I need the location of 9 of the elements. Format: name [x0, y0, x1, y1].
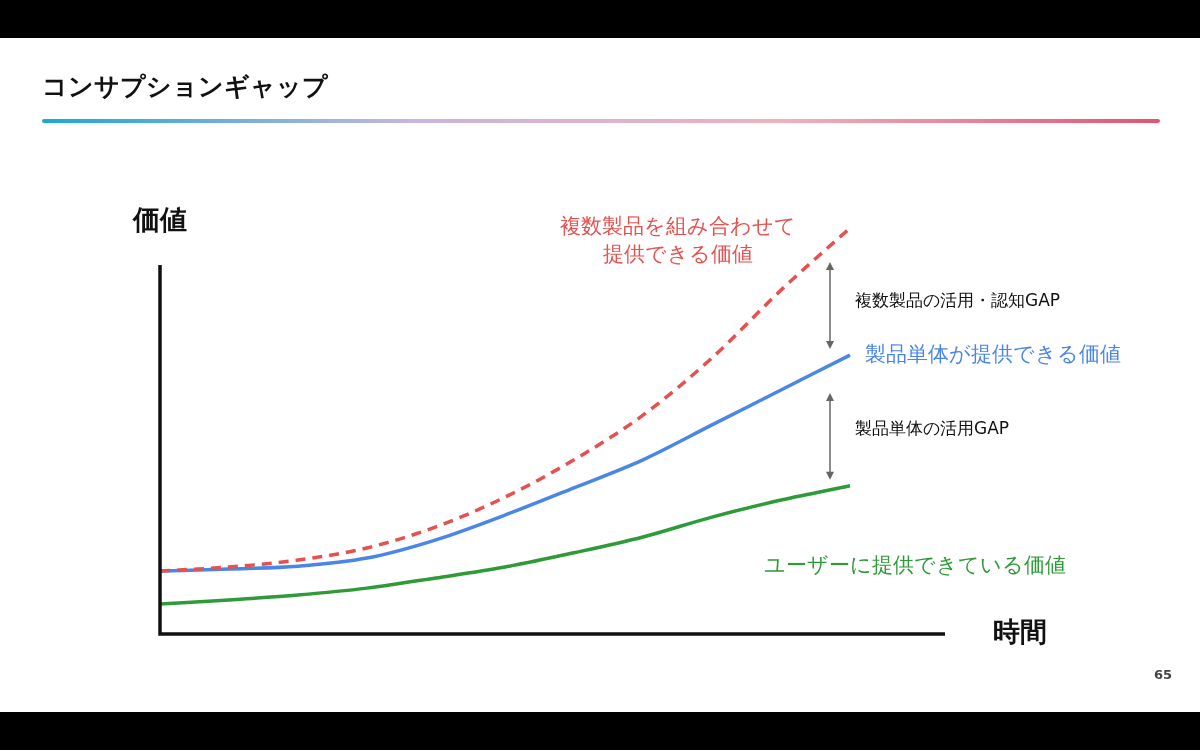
series-label: 製品単体が提供できる価値: [865, 341, 1121, 366]
text: 65: [1153, 667, 1172, 683]
text: ユーザーに提供できている価値: [764, 553, 1066, 578]
chart-title: コンサプションギャップ: [42, 71, 328, 103]
series-label: 複数製品を組み合わせて提供できる価値: [560, 214, 796, 267]
annotation: 複数製品の活用・認知GAP: [855, 289, 1061, 310]
annotation: 製品単体の活用GAP: [855, 417, 1010, 438]
x-axis-title: 時間: [993, 616, 1047, 648]
y-axis-title: 価値: [132, 204, 187, 236]
